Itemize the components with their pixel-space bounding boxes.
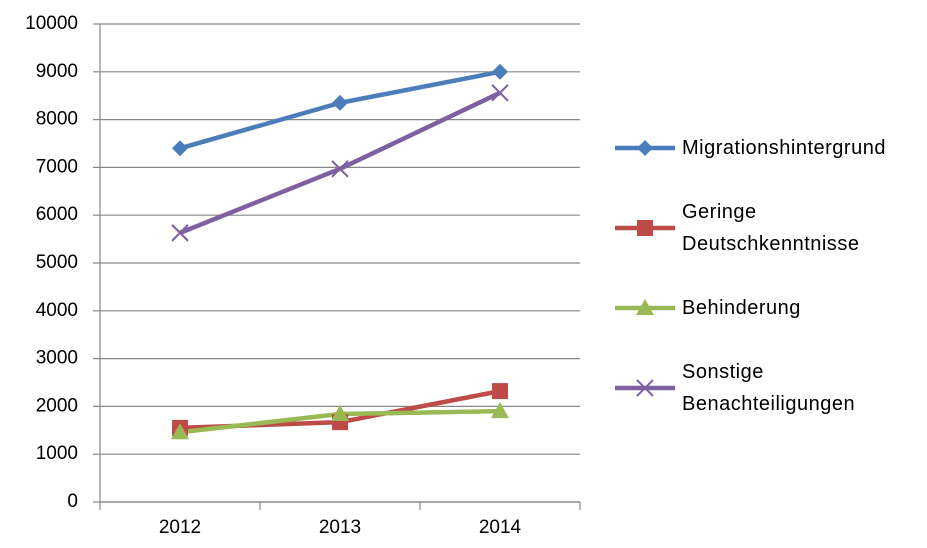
y-tick-label: 6000	[36, 204, 78, 225]
y-tick-label: 3000	[36, 348, 78, 369]
y-tick-label: 1000	[36, 443, 78, 464]
y-tick-label: 5000	[36, 252, 78, 273]
x-tick-label: 2013	[319, 517, 361, 538]
marker	[636, 379, 654, 397]
marker	[171, 423, 189, 440]
legend-label: Geringe Deutschkenntnisse	[682, 201, 860, 255]
x-tick-label: 2012	[159, 517, 201, 538]
legend-label: Behinderung	[682, 297, 801, 319]
marker	[331, 405, 349, 422]
y-tick-label: 0	[67, 491, 78, 512]
marker	[492, 63, 508, 80]
y-tick-label: 8000	[36, 109, 78, 130]
marker	[637, 220, 653, 236]
legend-label: Migrationshintergrund	[682, 137, 886, 159]
y-tick-label: 7000	[36, 156, 78, 177]
marker	[172, 140, 188, 157]
marker	[491, 84, 509, 102]
marker	[331, 160, 349, 178]
marker	[636, 299, 654, 315]
marker	[492, 383, 508, 400]
y-tick-label: 2000	[36, 395, 78, 416]
y-tick-label: 4000	[36, 300, 78, 321]
x-tick-label: 2014	[479, 517, 522, 538]
marker	[491, 402, 509, 419]
legend-label: Sonstige Benachteiligungen	[682, 361, 856, 415]
y-tick-label: 10000	[25, 13, 78, 34]
marker	[637, 140, 653, 156]
marker	[171, 224, 189, 242]
y-tick-label: 9000	[36, 61, 78, 82]
series-line	[179, 90, 501, 235]
marker	[332, 94, 348, 111]
